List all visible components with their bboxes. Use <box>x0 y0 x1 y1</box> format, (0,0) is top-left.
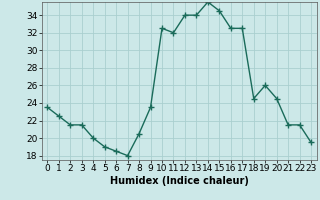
X-axis label: Humidex (Indice chaleur): Humidex (Indice chaleur) <box>110 176 249 186</box>
